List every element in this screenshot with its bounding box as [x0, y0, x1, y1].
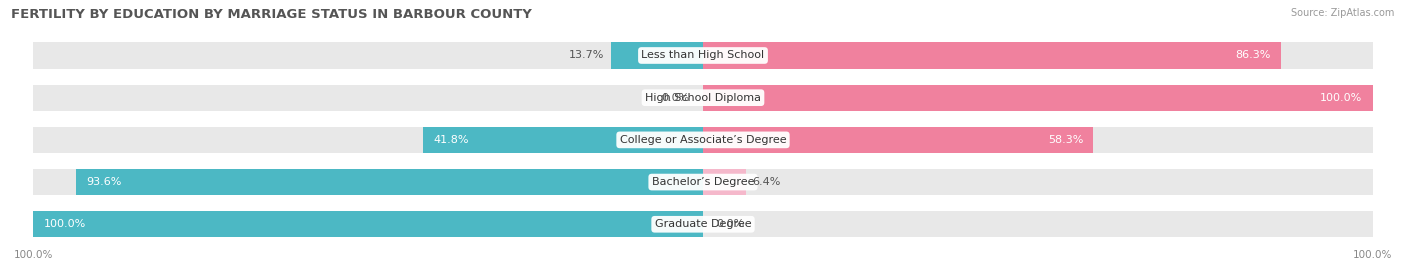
Text: 13.7%: 13.7%	[569, 51, 605, 61]
Text: Bachelor’s Degree: Bachelor’s Degree	[652, 177, 754, 187]
Text: 6.4%: 6.4%	[752, 177, 780, 187]
Bar	[703, 43, 1372, 69]
Bar	[34, 127, 703, 153]
Text: 100.0%: 100.0%	[44, 219, 86, 229]
Text: Source: ZipAtlas.com: Source: ZipAtlas.com	[1291, 8, 1395, 18]
Bar	[423, 127, 703, 153]
Text: High School Diploma: High School Diploma	[645, 93, 761, 103]
Bar	[34, 43, 703, 69]
Bar	[34, 169, 703, 195]
Bar	[703, 43, 1281, 69]
Text: 41.8%: 41.8%	[433, 135, 468, 145]
Text: Less than High School: Less than High School	[641, 51, 765, 61]
Text: 0.0%: 0.0%	[661, 93, 689, 103]
Text: College or Associate’s Degree: College or Associate’s Degree	[620, 135, 786, 145]
Text: 58.3%: 58.3%	[1047, 135, 1083, 145]
Text: 93.6%: 93.6%	[86, 177, 122, 187]
Bar	[703, 127, 1094, 153]
Bar	[703, 85, 1372, 111]
Bar	[34, 85, 703, 111]
Bar	[612, 43, 703, 69]
Bar	[34, 211, 703, 237]
Bar	[76, 169, 703, 195]
Text: 100.0%: 100.0%	[1320, 93, 1362, 103]
Bar	[703, 169, 745, 195]
Bar	[34, 211, 703, 237]
Bar	[703, 169, 1372, 195]
Text: 86.3%: 86.3%	[1236, 51, 1271, 61]
Bar	[703, 127, 1372, 153]
Bar	[703, 211, 1372, 237]
Bar	[703, 85, 1372, 111]
Text: FERTILITY BY EDUCATION BY MARRIAGE STATUS IN BARBOUR COUNTY: FERTILITY BY EDUCATION BY MARRIAGE STATU…	[11, 8, 531, 21]
Text: Graduate Degree: Graduate Degree	[655, 219, 751, 229]
Text: 0.0%: 0.0%	[717, 219, 745, 229]
